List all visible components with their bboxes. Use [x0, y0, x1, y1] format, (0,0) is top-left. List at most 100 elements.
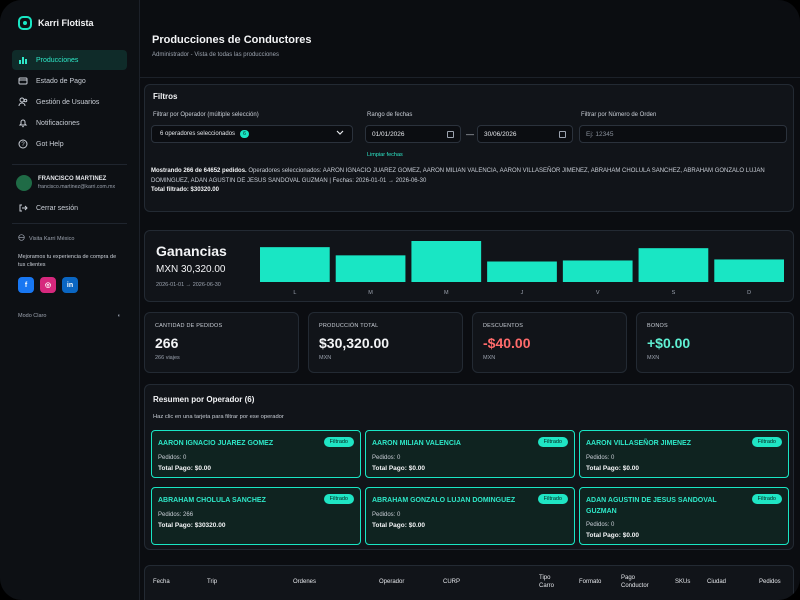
summary-total: Total filtrado: $30320.00 [151, 187, 219, 193]
bar-4[interactable] [562, 260, 633, 282]
sidebar: Karri Flotista Producciones Estado de Pa… [0, 0, 140, 600]
stat-label: DESCUENTOS [483, 323, 524, 329]
x-tick-label: M [444, 290, 449, 296]
x-tick-label: D [747, 290, 751, 296]
operator-card[interactable]: AARON VILLASEÑOR JIMENEZ Filtrado Pedido… [579, 430, 789, 478]
operator-card[interactable]: AARON MILIAN VALENCIA Filtrado Pedidos: … [365, 430, 575, 478]
table-header-trip[interactable]: Trip [207, 579, 218, 585]
table-header-ordenes[interactable]: Ordenes [293, 579, 317, 585]
table-header-ciudad[interactable]: Ciudad [707, 579, 727, 585]
user-profile[interactable]: FRANCISCO MARTINEZ francisco.martinez@ka… [0, 175, 139, 191]
linkedin-icon[interactable]: in [62, 277, 78, 293]
brand-name: Karri Flotista [38, 18, 94, 28]
sidebar-item-label: Producciones [36, 56, 79, 64]
sidebar-item-got-help[interactable]: ? Got Help [12, 134, 127, 154]
order-filter-label: Filtrar por Número de Orden [581, 112, 657, 118]
stat-sub: MXN [319, 355, 332, 361]
table-header-pago-conductor[interactable]: Pago Conductor [621, 575, 649, 589]
x-tick-label: S [672, 290, 676, 296]
sidebar-item-producciones[interactable]: Producciones [12, 50, 127, 70]
operator-summary-subtitle: Haz clic en una tarjeta para filtrar por… [153, 414, 284, 420]
filter-summary: Mostrando 266 de 64652 pedidos. Operador… [151, 167, 787, 196]
earnings-card: Ganancias MXN 30,320.00 2026-01-01 → 202… [144, 230, 794, 302]
date-to-value: 30/06/2026 [484, 130, 517, 138]
table-header-fecha[interactable]: Fecha [153, 579, 170, 585]
brand: Karri Flotista [0, 12, 139, 34]
stat-card-produccion: PRODUCCIÓN TOTAL $30,320.00 MXN [308, 312, 463, 373]
date-separator: — [466, 130, 474, 139]
sidebar-item-label: Got Help [36, 140, 64, 148]
clear-dates-link[interactable]: Limpiar fechas [367, 152, 403, 158]
orders-table: Fecha Trip Ordenes Operador CURP Tipo Ca… [144, 565, 794, 600]
sidebar-divider [12, 223, 127, 224]
filtered-badge: Filtrado [323, 494, 354, 504]
table-header-curp[interactable]: CURP [443, 579, 461, 585]
calendar-icon [447, 130, 454, 138]
sidebar-nav: Producciones Estado de Pago Gestión de U… [0, 50, 139, 154]
operator-select[interactable]: 6 operadores seleccionados 6 [151, 125, 353, 143]
logout-label: Cerrar sesión [36, 204, 79, 212]
sidebar-item-estado-de-pago[interactable]: Estado de Pago [12, 71, 127, 91]
karri-logo-icon [18, 16, 32, 30]
stat-label: CANTIDAD DE PEDIDOS [155, 323, 223, 329]
globe-icon [18, 234, 25, 243]
table-header-skus[interactable]: SKUs [675, 579, 691, 585]
stat-sub: MXN [647, 355, 660, 361]
bar-3[interactable] [487, 261, 557, 283]
date-range-label: Rango de fechas [367, 112, 413, 118]
theme-icon: ◐ [117, 313, 121, 319]
x-tick-label: M [368, 290, 373, 296]
logout-icon [18, 203, 28, 213]
date-from-input[interactable]: 01/01/2026 [365, 125, 461, 143]
help-icon: ? [18, 139, 28, 149]
main-content: Producciones de Conductores Administrado… [140, 0, 800, 600]
operator-orders: Pedidos: 0 [372, 512, 401, 518]
bar-2[interactable] [411, 241, 482, 282]
bar-1[interactable] [335, 255, 406, 282]
summary-count: Mostrando 266 de 64652 pedidos. [151, 168, 247, 174]
chevron-down-icon [336, 130, 344, 138]
stat-card-descuentos: DESCUENTOS -$40.00 MXN [472, 312, 627, 373]
date-to-input[interactable]: 30/06/2026 [477, 125, 573, 143]
bar-0[interactable] [260, 247, 330, 282]
table-header-tipo-carro[interactable]: Tipo Carro [539, 575, 555, 589]
operator-name: AARON MILIAN VALENCIA [372, 440, 461, 447]
bell-icon [18, 118, 28, 128]
operator-select-value: 6 operadores seleccionados [160, 131, 236, 137]
table-header-pedidos[interactable]: Pedidos [759, 579, 781, 585]
table-header-operador[interactable]: Operador [379, 579, 405, 585]
table-header-formato[interactable]: Formato [579, 579, 602, 585]
sidebar-divider [12, 164, 127, 165]
instagram-icon[interactable]: ◎ [40, 277, 56, 293]
filtered-badge: Filtrado [537, 437, 568, 447]
sidebar-item-gestion-de-usuarios[interactable]: Gestión de Usuarios [12, 92, 127, 112]
operator-card[interactable]: ABRAHAM CHOLULA SANCHEZ Filtrado Pedidos… [151, 487, 361, 545]
sidebar-item-label: Estado de Pago [36, 77, 86, 85]
theme-toggle[interactable]: Modo Claro ◐ [0, 313, 139, 319]
operator-orders: Pedidos: 0 [158, 455, 187, 461]
bar-5[interactable] [638, 248, 709, 282]
stat-value: +$0.00 [647, 335, 691, 351]
operator-name: ABRAHAM CHOLULA SANCHEZ [158, 497, 266, 504]
bar-6[interactable] [714, 259, 784, 282]
svg-text:?: ? [21, 142, 25, 148]
earnings-title: Ganancias [156, 243, 227, 259]
logout-button[interactable]: Cerrar sesión [0, 203, 139, 213]
selected-count-badge: 6 [240, 130, 249, 138]
x-tick-label: V [596, 290, 600, 296]
user-email: francisco.martinez@karri.com.mx [38, 184, 116, 190]
promo-brand-label: Visita Karri México [29, 235, 75, 242]
operator-card[interactable]: ABRAHAM GONZALO LUJAN DOMINGUEZ Filtrado… [365, 487, 575, 545]
order-number-input[interactable]: Ej: 12345 [579, 125, 787, 143]
x-tick-label: L [293, 290, 296, 296]
operator-card[interactable]: ADAN AGUSTIN DE JESUS SANDOVAL GUZMAN Fi… [579, 487, 789, 545]
sidebar-item-notificaciones[interactable]: Notificaciones [12, 113, 127, 133]
calendar-icon [559, 130, 566, 138]
page-title: Producciones de Conductores [152, 34, 312, 46]
facebook-icon[interactable]: f [18, 277, 34, 293]
date-from-value: 01/01/2026 [372, 130, 405, 138]
promo-brand[interactable]: Visita Karri México [18, 234, 121, 243]
operator-card[interactable]: AARON IGNACIO JUAREZ GOMEZ Filtrado Pedi… [151, 430, 361, 478]
